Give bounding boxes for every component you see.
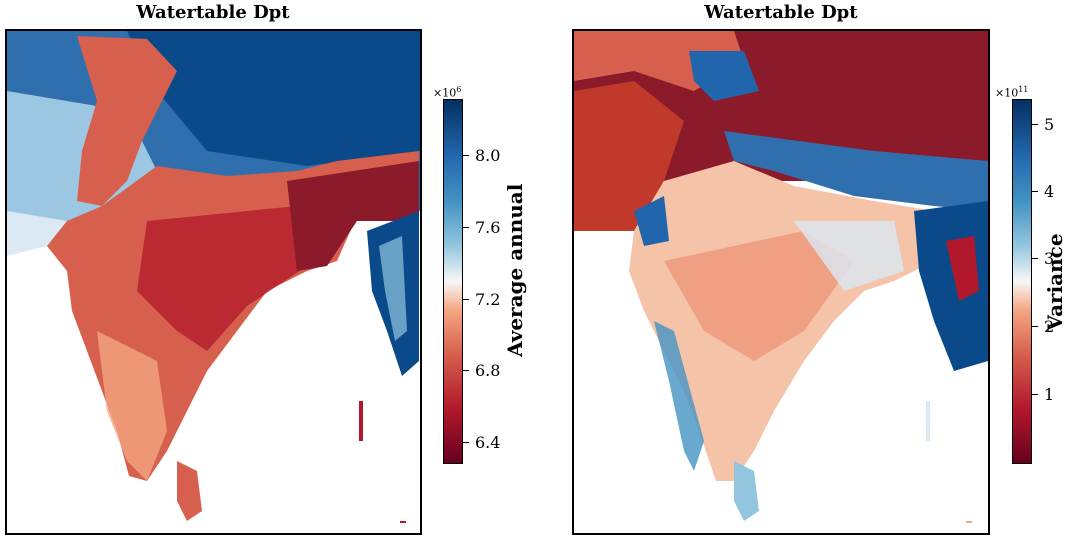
heatmap-region-myanmar-inner bbox=[379, 236, 407, 341]
heatmap-region-northwest bbox=[77, 36, 177, 206]
colorbar-tick: 7.2 bbox=[462, 290, 501, 309]
map-variance bbox=[572, 29, 990, 535]
colorbar-label: Variance bbox=[1043, 233, 1067, 331]
right-panel: Watertable Dpt ×1011 bbox=[540, 0, 1084, 538]
heatmap-region-west bbox=[7, 211, 67, 256]
chart-title: Watertable Dpt bbox=[704, 2, 858, 23]
heatmap-region-myanmar-inner bbox=[946, 236, 979, 301]
colorbar-tick: 6.4 bbox=[462, 433, 501, 452]
colorbar-tick: 2 bbox=[1031, 317, 1055, 336]
colorbar-tick: 3 bbox=[1031, 249, 1055, 268]
heatmap-region-caspian bbox=[689, 51, 759, 101]
colorbar-tick: 1 bbox=[1031, 385, 1055, 404]
heatmap-region-peninsula bbox=[97, 331, 167, 481]
colorbar-tick: 7.6 bbox=[462, 218, 501, 237]
heatmap-region-central bbox=[664, 231, 854, 361]
heatmap-region-east-pale bbox=[794, 221, 904, 291]
colorbar-tick: 8.0 bbox=[462, 146, 501, 165]
heatmap-region-central bbox=[137, 206, 307, 351]
colorbar-label: Average annual bbox=[503, 183, 527, 357]
map-average-annual bbox=[5, 29, 422, 535]
colorbar-multiplier: ×1011 bbox=[995, 85, 1029, 100]
colorbar bbox=[1012, 99, 1032, 464]
heatmap-region-islands bbox=[926, 401, 930, 441]
heatmap-region-west-blue bbox=[634, 196, 669, 246]
left-panel: Watertable Dpt ×106 bbox=[0, 0, 540, 538]
heatmap-region-srilanka bbox=[177, 461, 202, 521]
heatmap-region-srilanka bbox=[734, 461, 759, 521]
heatmap-region-islands bbox=[359, 401, 363, 441]
heatmap-region-east bbox=[287, 161, 419, 271]
heatmap-region-himalaya bbox=[724, 131, 988, 211]
colorbar-tick: 6.8 bbox=[462, 361, 501, 380]
colorbar bbox=[443, 99, 463, 464]
heatmap-region-tibet bbox=[127, 31, 420, 166]
colorbar-multiplier: ×106 bbox=[433, 85, 462, 100]
chart-title: Watertable Dpt bbox=[136, 2, 290, 23]
colorbar-tick: 5 bbox=[1031, 115, 1055, 134]
heatmap-region-coast bbox=[654, 321, 704, 471]
colorbar-tick: 4 bbox=[1031, 182, 1055, 201]
